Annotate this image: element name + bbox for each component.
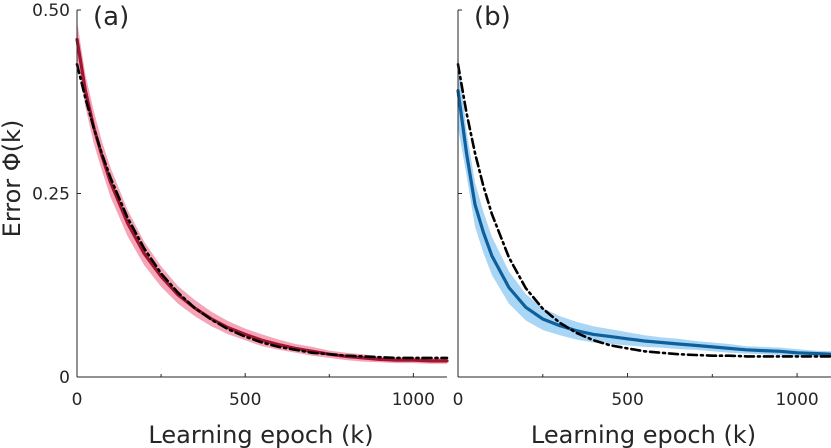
series-0-band	[458, 54, 831, 358]
x-tick-label: 500	[229, 390, 261, 410]
panel-label: (b)	[474, 2, 511, 32]
series-0-line	[456, 89, 831, 356]
series-0-band	[77, 21, 447, 364]
y-axis-label: Error Φ(k)	[0, 120, 26, 238]
x-axis-label: Learning epoch (k)	[148, 421, 373, 448]
panel-b: 0 500 1000 Learning epoch (k) (b)	[453, 2, 831, 448]
fit-line	[456, 63, 831, 358]
series-0-line	[75, 37, 449, 363]
y-tick-label: 0.50	[32, 1, 70, 21]
x-tick-label: 1000	[392, 390, 435, 410]
x-tick-label: 0	[453, 390, 464, 410]
y-tick-label: 0	[59, 368, 70, 388]
fit-line	[75, 63, 449, 360]
x-tick-label: 500	[611, 390, 643, 410]
panel-a: 0 500 1000 0 0.25 0.50 Learning epoch (k) Error…	[0, 1, 449, 448]
x-tick-label: 1000	[775, 390, 818, 410]
x-axis-label: Learning epoch (k)	[531, 421, 756, 448]
y-tick-label: 0.25	[32, 185, 70, 205]
x-tick-label: 0	[72, 390, 83, 410]
panel-label: (a)	[93, 2, 129, 32]
